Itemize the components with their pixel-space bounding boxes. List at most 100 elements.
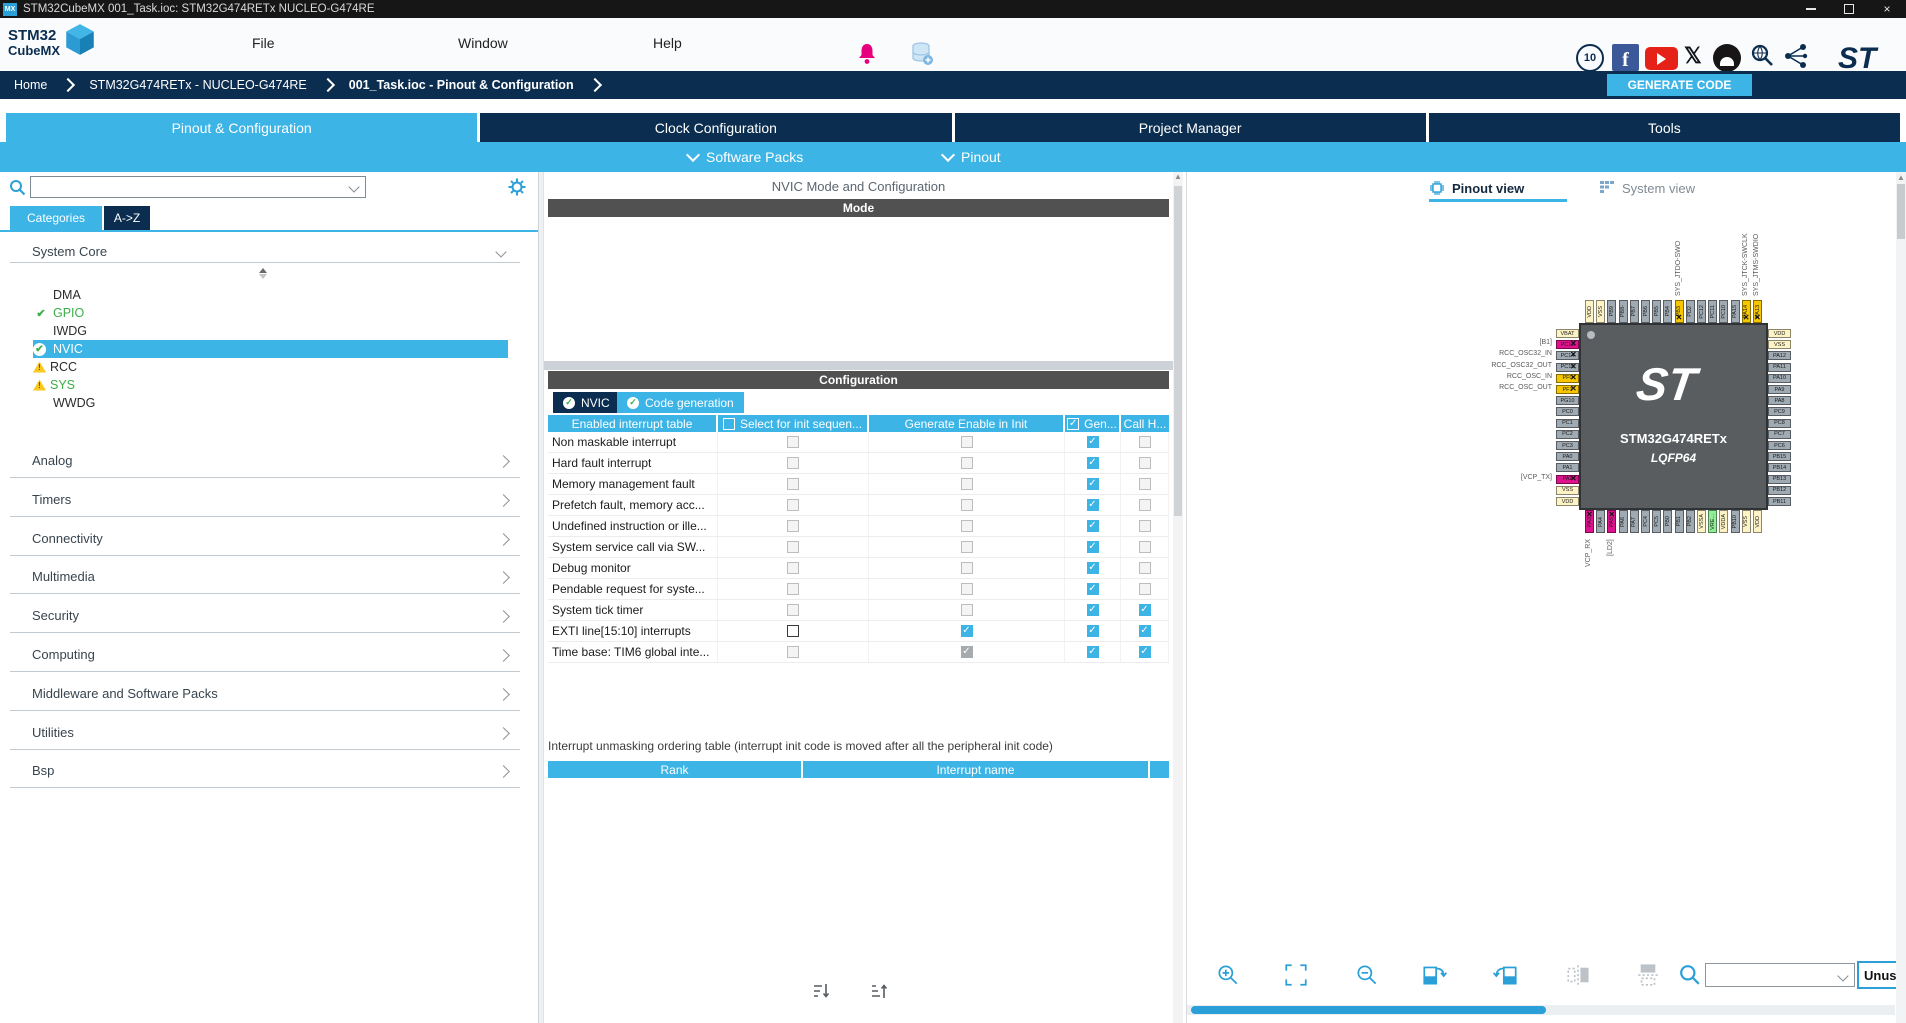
select-init-checkbox[interactable] xyxy=(787,541,799,553)
tab-software-packs[interactable]: Software Packs xyxy=(685,142,803,172)
sidebar-item-iwdg[interactable]: IWDG xyxy=(33,322,508,340)
pin-PA15[interactable]: PA15 xyxy=(1730,300,1740,323)
sidebar-item-nvic[interactable]: ✔ NVIC xyxy=(33,340,508,358)
select-init-checkbox[interactable] xyxy=(787,646,799,658)
breadcrumb-home[interactable]: Home xyxy=(14,78,48,92)
pin-PC10[interactable]: PC10 xyxy=(1719,300,1729,323)
call-handler-checkbox[interactable] xyxy=(1138,478,1151,490)
generate-code-button[interactable]: GENERATE CODE xyxy=(1607,74,1752,96)
generate-enable-checkbox[interactable] xyxy=(960,520,973,532)
pin-PD2[interactable]: PD2 xyxy=(1685,300,1695,323)
panel-divider[interactable] xyxy=(538,172,544,1023)
pin-PB11[interactable]: PB11 xyxy=(1768,497,1791,506)
pin-search-combobox[interactable] xyxy=(1705,963,1855,987)
generate-enable-checkbox[interactable] xyxy=(960,499,973,511)
scrollbar-thumb[interactable] xyxy=(1174,186,1182,516)
search-input[interactable] xyxy=(30,176,366,198)
generate-irq-checkbox[interactable]: ✓ xyxy=(1086,436,1099,448)
pin-PB2[interactable]: PB2 xyxy=(1685,510,1695,533)
sidebar-item-dma[interactable]: DMA xyxy=(33,286,508,304)
pin-VSS[interactable]: VSS xyxy=(1556,485,1579,495)
pin-PC5[interactable]: PC5 xyxy=(1652,510,1662,533)
x-twitter-icon[interactable]: 𝕏 xyxy=(1684,43,1702,68)
generate-enable-checkbox[interactable] xyxy=(960,583,973,595)
interrupt-row[interactable]: Prefetch fault, memory acc... ✓ xyxy=(548,495,1169,516)
pin-PB0[interactable]: PB0 xyxy=(1663,510,1673,533)
scroll-up-arrow[interactable]: ▲ xyxy=(1174,172,1182,181)
pin-PB4[interactable]: PB4 xyxy=(1663,300,1673,323)
scrollbar-thumb[interactable] xyxy=(1897,184,1905,239)
fit-to-screen-icon[interactable] xyxy=(1283,962,1309,988)
community-share-icon[interactable] xyxy=(1782,42,1810,70)
select-init-checkbox[interactable] xyxy=(787,604,799,616)
pin-PC0[interactable]: PC0 xyxy=(1556,407,1579,417)
interrupt-row[interactable]: Time base: TIM6 global inte... ✓ ✓ ✓ xyxy=(548,642,1169,663)
generate-irq-checkbox[interactable]: ✓ xyxy=(1086,520,1099,532)
column-header-call-handler[interactable]: Call H... xyxy=(1121,415,1169,432)
pin-PB3[interactable]: PB3 xyxy=(1674,300,1684,323)
select-init-checkbox[interactable] xyxy=(787,625,799,637)
tab-pinout[interactable]: Pinout xyxy=(940,142,1001,172)
pin-PB10[interactable]: PB10 xyxy=(1730,510,1740,533)
generate-irq-checkbox[interactable]: ✓ xyxy=(1086,499,1099,511)
sort-descending-icon[interactable] xyxy=(813,982,831,1000)
menu-help[interactable]: Help xyxy=(653,35,682,51)
pin-PA10[interactable]: PA10 xyxy=(1768,373,1791,383)
youtube-icon[interactable] xyxy=(1645,47,1678,70)
generate-enable-checkbox[interactable] xyxy=(960,478,973,490)
interrupt-row[interactable]: EXTI line[15:10] interrupts ✓ ✓ ✓ xyxy=(548,621,1169,642)
window-scrollbar[interactable]: ▲ xyxy=(1896,172,1906,1023)
pin-PC6[interactable]: PC6 xyxy=(1768,441,1791,450)
github-icon[interactable] xyxy=(1713,44,1741,72)
column-header-select-for-init[interactable]: Select for init sequen... xyxy=(718,415,867,432)
tab-tools[interactable]: Tools xyxy=(1428,113,1900,142)
pin-PA14[interactable]: PA14 xyxy=(1741,300,1751,323)
interrupt-row[interactable]: Debug monitor ✓ xyxy=(548,558,1169,579)
database-icon[interactable] xyxy=(908,40,936,68)
call-handler-checkbox[interactable] xyxy=(1138,562,1151,574)
zoom-in-icon[interactable] xyxy=(1215,962,1241,988)
tab-system-view[interactable]: System view xyxy=(1599,176,1695,200)
breadcrumb-project[interactable]: 001_Task.ioc - Pinout & Configuration xyxy=(348,78,574,92)
interrupt-row[interactable]: Undefined instruction or ille... ✓ xyxy=(548,516,1169,537)
breadcrumb-mcu[interactable]: STM32G474RETx - NUCLEO-G474RE xyxy=(89,78,307,92)
zoom-out-icon[interactable] xyxy=(1354,962,1380,988)
pin-PB1[interactable]: PB1 xyxy=(1674,510,1684,533)
mode-section-header[interactable]: Mode xyxy=(548,199,1169,217)
pin-PC3[interactable]: PC3 xyxy=(1556,441,1579,450)
scrollbar-thumb[interactable] xyxy=(1191,1006,1546,1014)
sidebar-category-computing[interactable]: Computing xyxy=(10,632,520,672)
generate-enable-checkbox[interactable] xyxy=(960,562,973,574)
header-checkbox-checked[interactable]: ✓ xyxy=(1067,417,1080,430)
sidebar-category-analog[interactable]: Analog xyxy=(10,438,520,478)
pin-PB12[interactable]: PB12 xyxy=(1768,485,1791,495)
call-handler-checkbox[interactable] xyxy=(1138,436,1151,448)
scroll-up-arrow[interactable]: ▲ xyxy=(1897,173,1905,182)
tab-categories[interactable]: Categories xyxy=(10,206,102,230)
pin-PA13[interactable]: PA13 xyxy=(1753,300,1762,323)
pin-PC9[interactable]: PC9 xyxy=(1768,407,1791,417)
call-handler-checkbox[interactable] xyxy=(1138,457,1151,469)
configuration-section-header[interactable]: Configuration xyxy=(548,371,1169,389)
pin-VDD[interactable]: VDD xyxy=(1556,497,1579,506)
select-init-checkbox[interactable] xyxy=(787,583,799,595)
pin-PC14[interactable]: PC14 xyxy=(1556,351,1579,361)
pin-PC13[interactable]: PC13 xyxy=(1556,340,1579,350)
select-init-checkbox[interactable] xyxy=(787,478,799,490)
generate-irq-checkbox[interactable]: ✓ xyxy=(1086,457,1099,469)
pin-VSS[interactable]: VSS xyxy=(1768,340,1791,350)
ten-years-badge-icon[interactable]: 10 xyxy=(1576,44,1604,72)
st-logo-icon[interactable]: ST xyxy=(1822,36,1894,76)
pin-PB13[interactable]: PB13 xyxy=(1768,474,1791,484)
pin-PB6[interactable]: PB6 xyxy=(1641,300,1650,323)
tab-nvic[interactable]: ✓ NVIC xyxy=(553,392,620,413)
generate-enable-checkbox[interactable] xyxy=(960,457,973,469)
header-checkbox[interactable] xyxy=(722,417,735,430)
generate-irq-checkbox[interactable]: ✓ xyxy=(1086,625,1099,637)
column-header-generate-irq[interactable]: ✓ Gen... xyxy=(1065,415,1119,432)
system-core-header[interactable]: System Core xyxy=(32,244,108,259)
pin-VDD[interactable]: VDD xyxy=(1585,300,1594,323)
pin-PA8[interactable]: PA8 xyxy=(1768,396,1791,406)
pin-PF0[interactable]: PF0 xyxy=(1556,373,1579,383)
generate-irq-checkbox[interactable]: ✓ xyxy=(1086,478,1099,490)
